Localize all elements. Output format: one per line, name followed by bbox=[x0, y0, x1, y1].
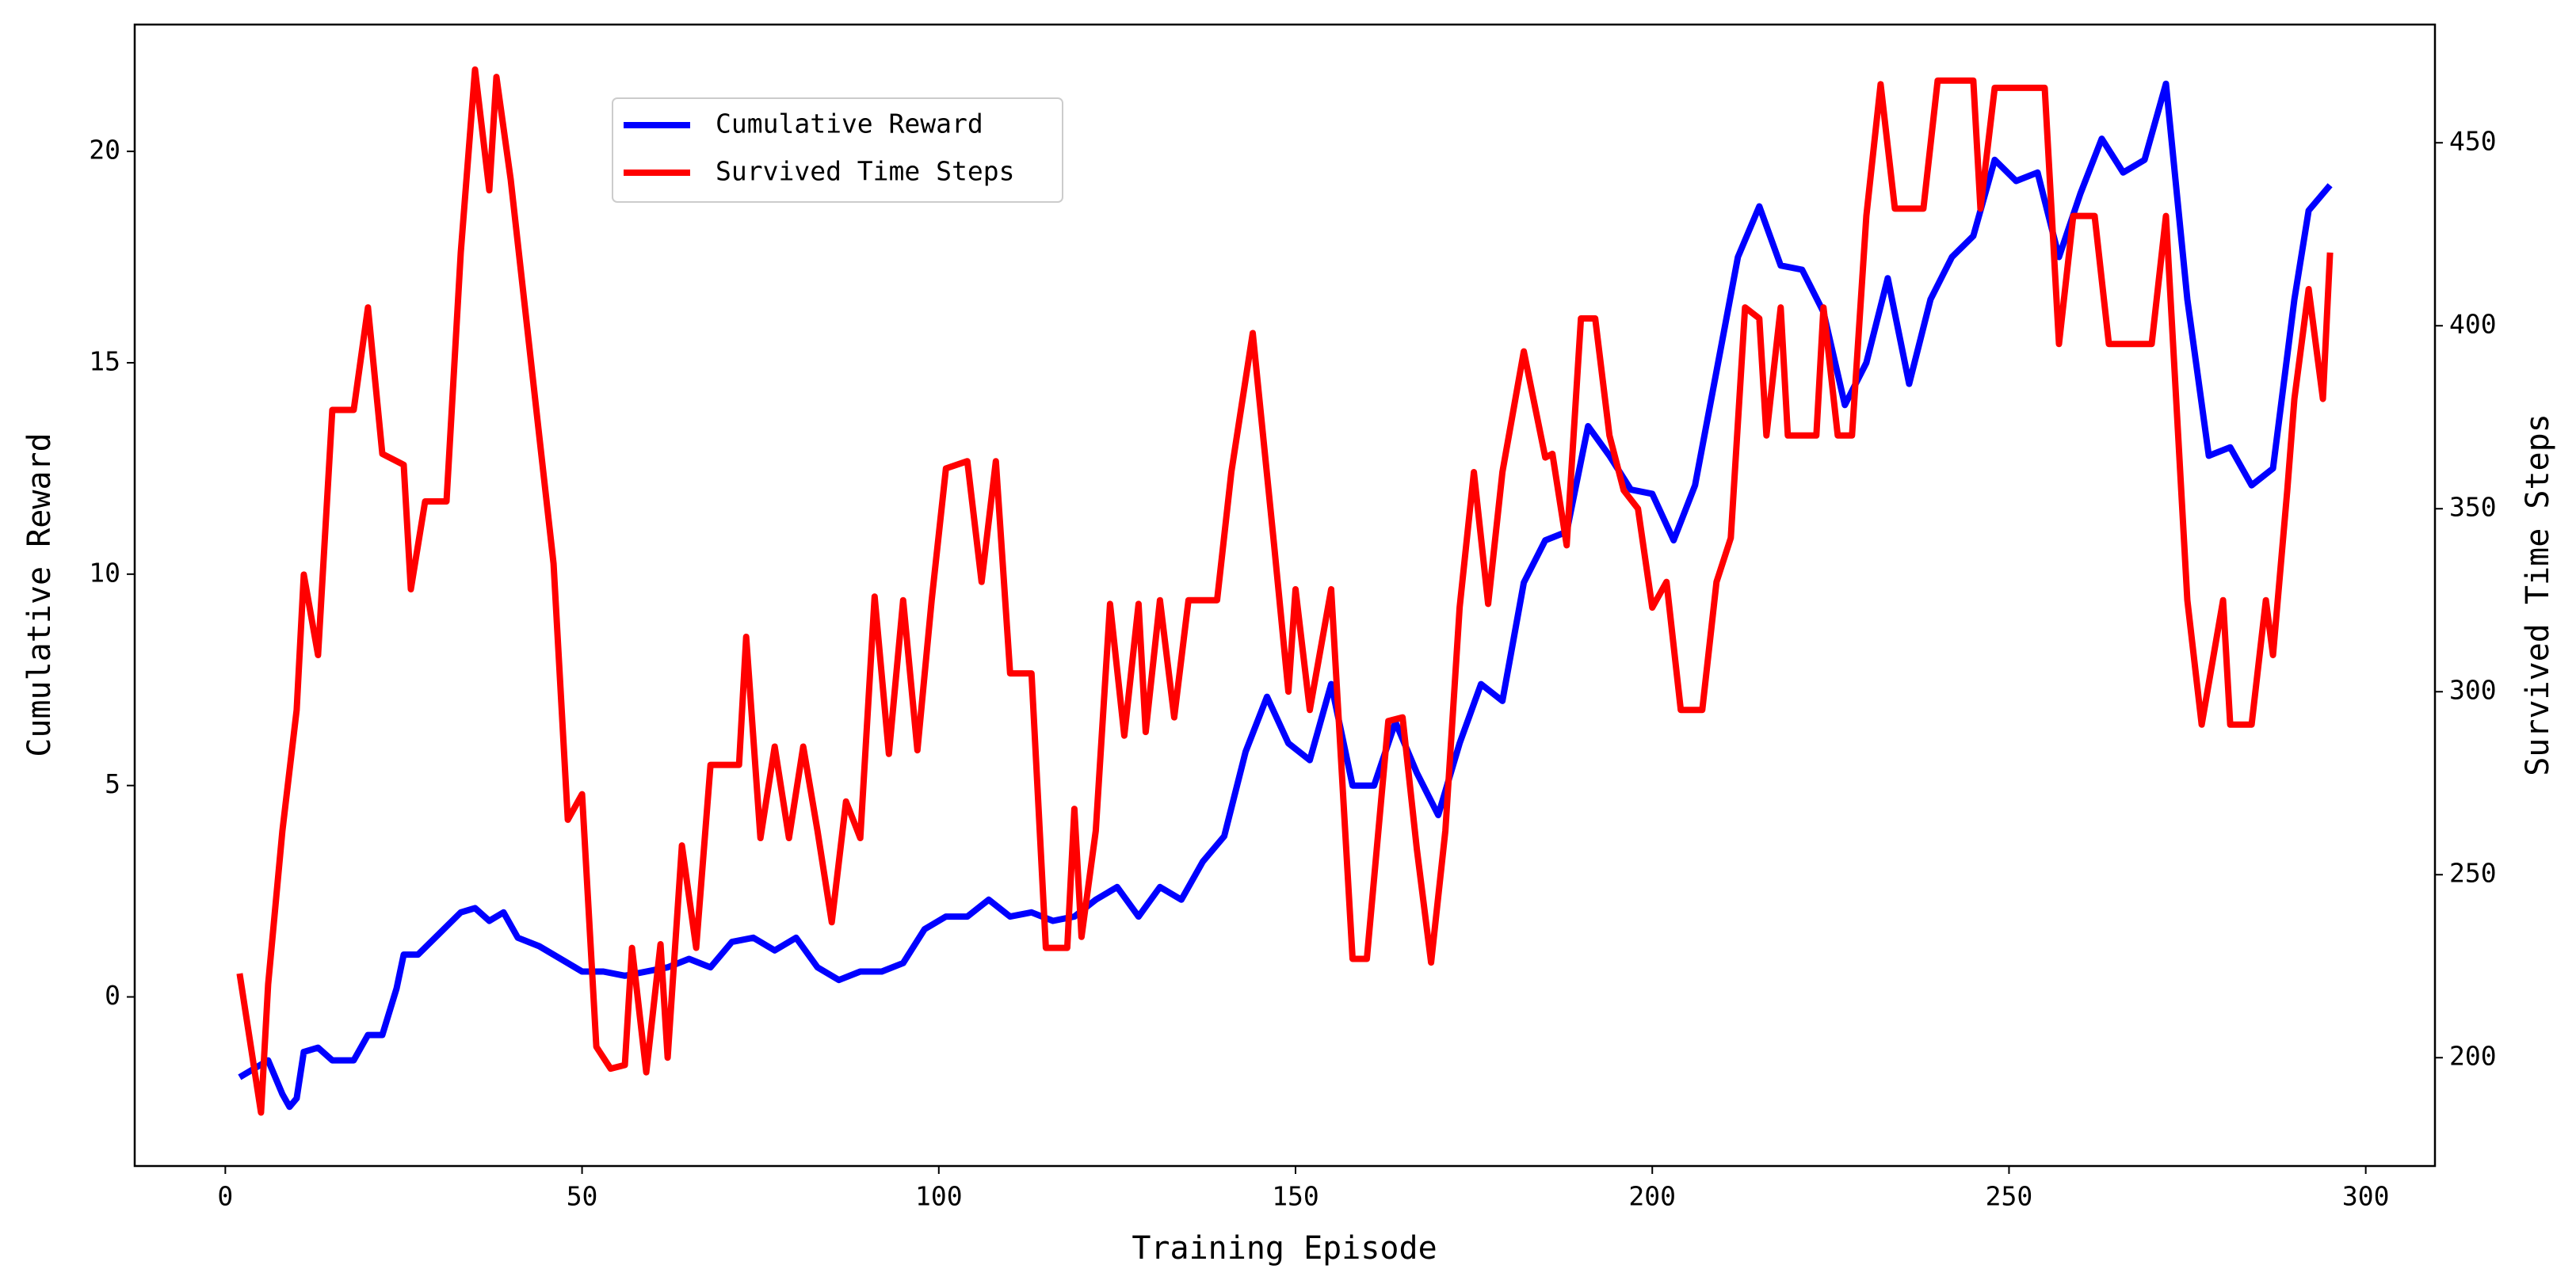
y-tick-label: 15 bbox=[89, 345, 120, 376]
y2-tick-label: 350 bbox=[2449, 492, 2497, 523]
x-tick-label: 300 bbox=[2342, 1181, 2390, 1212]
legend-text: Survived Time Steps bbox=[716, 156, 1015, 187]
data-line bbox=[238, 80, 2333, 1111]
y2-tick-label: 400 bbox=[2449, 309, 2497, 340]
y-tick-label: 10 bbox=[89, 557, 120, 588]
legend-box bbox=[612, 97, 1063, 203]
y2-tick-label: 200 bbox=[2449, 1041, 2497, 1072]
x-tick-label: 200 bbox=[1628, 1181, 1676, 1212]
y2-tick-label: 300 bbox=[2449, 675, 2497, 706]
x-tick-label: 50 bbox=[567, 1181, 598, 1212]
x-tick-label: 150 bbox=[1272, 1181, 1319, 1212]
y-tick-label: 20 bbox=[89, 135, 120, 166]
x-tick-label: 0 bbox=[217, 1181, 233, 1212]
x-tick-label: 100 bbox=[915, 1181, 963, 1212]
y2-axis-label: Survived Time Steps bbox=[2520, 413, 2556, 776]
plot-frame bbox=[133, 23, 2437, 1168]
y2-tick-label: 450 bbox=[2449, 126, 2497, 157]
y2-tick-label: 250 bbox=[2449, 858, 2497, 889]
legend-text: Cumulative Reward bbox=[716, 109, 983, 139]
x-axis-label: Training Episode bbox=[1132, 1230, 1437, 1267]
y-tick-label: 5 bbox=[105, 768, 120, 799]
data-line bbox=[236, 66, 2334, 1116]
y-axis-label: Cumulative Reward bbox=[21, 433, 58, 756]
x-tick-label: 250 bbox=[1986, 1181, 2033, 1212]
y-tick-label: 0 bbox=[105, 980, 120, 1011]
